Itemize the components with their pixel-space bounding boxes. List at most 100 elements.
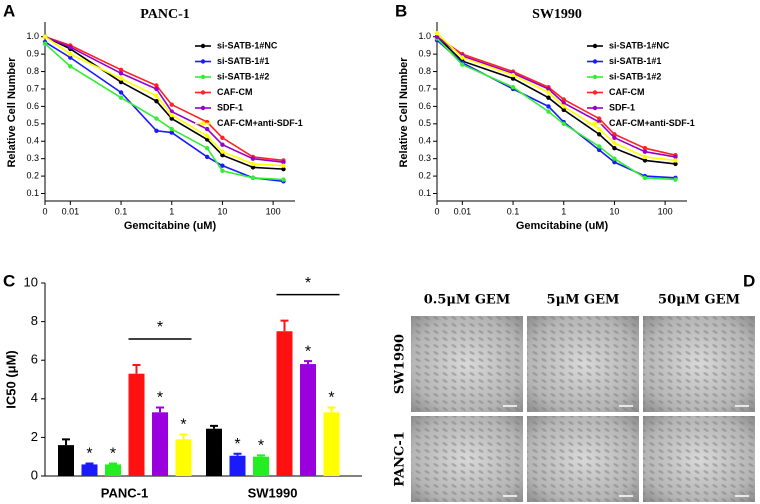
legend-marker <box>200 59 206 64</box>
bar <box>128 373 145 476</box>
y-tick-label: 0.5 <box>418 118 431 128</box>
legend-marker <box>592 43 598 49</box>
x-tick-label: SW1990 <box>248 485 298 500</box>
data-point <box>154 93 159 99</box>
significance-marker: * <box>328 390 334 407</box>
y-tick-label: 0.5 <box>26 118 39 128</box>
y-tick-label: 0.1 <box>418 188 431 198</box>
y-tick-label: 2 <box>31 429 38 444</box>
data-point <box>154 116 159 121</box>
data-point <box>42 34 48 39</box>
data-point <box>220 163 225 168</box>
data-point <box>673 154 678 160</box>
data-point <box>220 149 225 154</box>
y-tick-label: 0.2 <box>26 170 39 180</box>
bar <box>152 412 168 476</box>
row-label: SW1990 <box>393 334 408 394</box>
legend-marker <box>200 43 206 49</box>
data-point <box>510 72 516 78</box>
error-bar <box>280 319 289 332</box>
legend-marker <box>592 105 598 111</box>
data-point <box>673 177 678 182</box>
micrograph-cells <box>411 416 523 502</box>
error-bar <box>109 462 117 465</box>
y-tick-label: 0.9 <box>26 49 39 59</box>
x-tick-label: 0 <box>42 206 47 216</box>
legend-label: si-SATB-1#2 <box>217 71 269 81</box>
data-point <box>154 98 159 104</box>
error-bar <box>257 454 265 457</box>
y-tick-label: 0.4 <box>418 136 431 146</box>
x-axis-label: Gemcitabine (uM) <box>516 220 609 232</box>
legend-marker <box>592 74 598 80</box>
data-point <box>154 83 159 88</box>
y-axis-label: IC50 (μM) <box>3 350 18 409</box>
x-tick-label: 0 <box>434 206 439 216</box>
column-header: 5μM GEM <box>547 293 620 308</box>
data-point <box>250 161 256 167</box>
chart-title: PANC-1 <box>140 7 190 22</box>
y-axis-label: Relative Cell Number <box>398 57 410 168</box>
panel-label: A <box>3 1 15 20</box>
x-axis-label: Gemcitabine (uM) <box>124 220 217 232</box>
bar <box>175 439 192 476</box>
data-point <box>68 51 73 57</box>
panel-label: C <box>3 271 15 290</box>
legend-label: si-SATB-1#NC <box>609 40 670 50</box>
error-bar <box>85 462 94 465</box>
panel-label: B <box>395 1 407 20</box>
bar <box>323 412 340 476</box>
data-point <box>281 177 286 182</box>
data-point <box>204 137 210 142</box>
x-tick-label: 1 <box>169 206 174 216</box>
y-tick-label: 10 <box>24 274 38 289</box>
x-tick-label: 0.1 <box>507 206 520 216</box>
data-point <box>510 76 516 81</box>
bar <box>276 331 293 476</box>
x-tick-label: 0.01 <box>454 206 472 216</box>
data-point <box>673 161 678 167</box>
data-point <box>68 44 73 50</box>
y-tick-label: 0.2 <box>418 170 431 180</box>
legend-marker <box>200 121 206 126</box>
data-point <box>546 109 551 114</box>
significance-marker: * <box>258 438 264 455</box>
significance-marker: * <box>86 446 92 463</box>
data-point <box>169 102 174 107</box>
significance-marker: * <box>305 343 311 360</box>
x-tick-label: 0.01 <box>62 206 80 216</box>
error-bar <box>132 364 141 374</box>
y-tick-label: 0.7 <box>418 83 431 93</box>
error-bar <box>233 452 242 456</box>
data-point <box>169 112 174 118</box>
data-point <box>220 142 225 147</box>
data-point <box>561 121 566 127</box>
data-point <box>546 90 551 95</box>
data-point <box>596 126 602 132</box>
data-point <box>612 135 617 140</box>
x-tick-label: 100 <box>266 206 281 216</box>
legend-marker <box>200 74 206 80</box>
legend-label: SDF-1 <box>609 102 635 112</box>
data-point <box>612 140 617 146</box>
y-tick-label: 0.6 <box>418 101 431 111</box>
data-point <box>118 71 124 76</box>
legend-label: si-SATB-1#2 <box>609 71 661 81</box>
error-bar <box>304 360 312 365</box>
data-point <box>169 116 174 121</box>
data-point <box>204 154 210 160</box>
y-tick-label: 1.0 <box>26 31 39 41</box>
data-point <box>642 149 648 154</box>
legend-marker <box>592 59 598 64</box>
y-tick-label: 4 <box>31 390 38 405</box>
y-tick-label: 1.0 <box>418 31 431 41</box>
data-point <box>118 90 124 95</box>
data-point <box>612 156 617 161</box>
data-point <box>642 154 648 160</box>
column-header: 50μM GEM <box>658 293 740 308</box>
micrograph-cells <box>411 316 523 412</box>
row-label: PANC-1 <box>393 431 408 487</box>
legend-marker <box>592 90 598 95</box>
significance-marker: * <box>234 436 240 453</box>
bracket-marker: * <box>305 275 311 292</box>
